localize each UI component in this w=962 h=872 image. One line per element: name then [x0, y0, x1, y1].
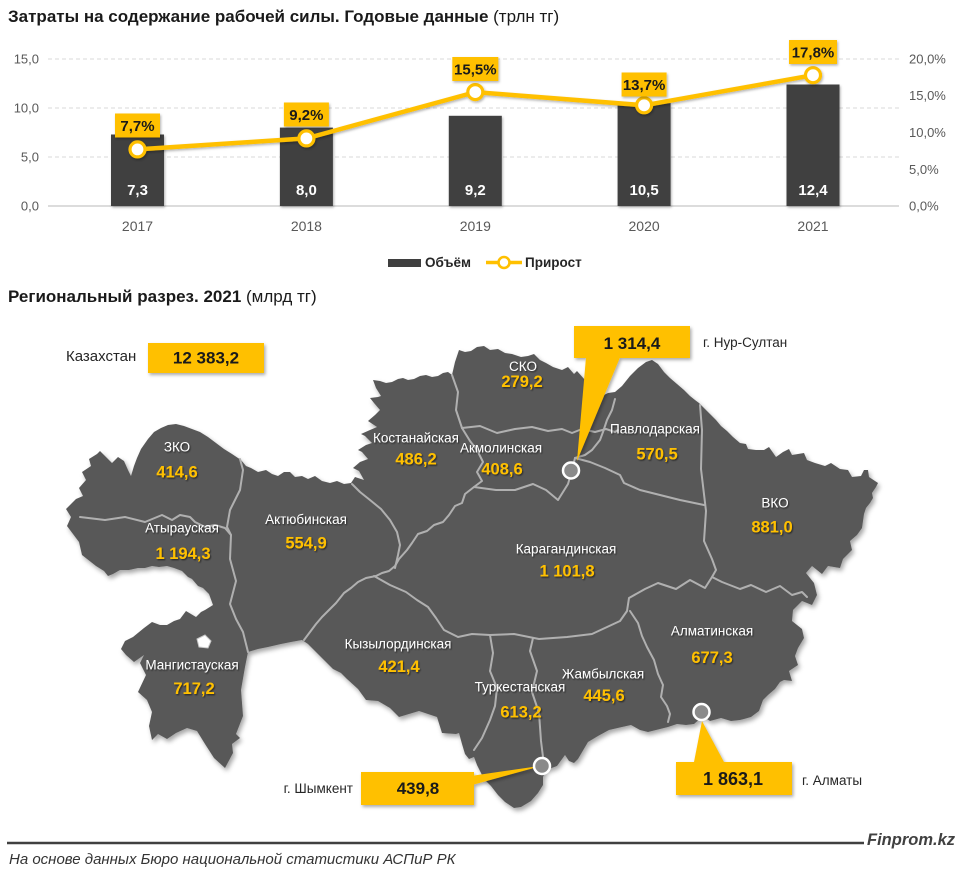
- svg-text:1 314,4: 1 314,4: [604, 334, 661, 353]
- svg-text:Объём: Объём: [425, 255, 471, 270]
- svg-text:10,0%: 10,0%: [909, 125, 946, 140]
- svg-text:г. Шымкент: г. Шымкент: [284, 781, 353, 796]
- svg-text:7,7%: 7,7%: [120, 118, 154, 135]
- svg-text:20,0%: 20,0%: [909, 52, 946, 67]
- svg-text:г. Алматы: г. Алматы: [802, 773, 862, 788]
- svg-text:1 101,8: 1 101,8: [539, 563, 594, 581]
- svg-text:8,0: 8,0: [296, 182, 317, 199]
- svg-text:Затраты на содержание рабочей: Затраты на содержание рабочей силы. Годо…: [8, 7, 559, 26]
- svg-text:445,6: 445,6: [583, 687, 624, 705]
- svg-text:15,5%: 15,5%: [454, 62, 497, 79]
- svg-text:9,2%: 9,2%: [289, 107, 323, 124]
- svg-text:0,0: 0,0: [21, 199, 39, 214]
- svg-text:10,5: 10,5: [629, 182, 658, 199]
- svg-text:2019: 2019: [460, 218, 491, 234]
- svg-text:Павлодарская: Павлодарская: [610, 422, 700, 437]
- svg-text:г. Нур-Султан: г. Нур-Султан: [703, 335, 787, 350]
- svg-text:Карагандинская: Карагандинская: [516, 542, 617, 557]
- svg-text:279,2: 279,2: [501, 373, 542, 391]
- svg-text:7,3: 7,3: [127, 182, 148, 199]
- svg-text:Finprom.kz: Finprom.kz: [867, 831, 956, 849]
- svg-text:12 383,2: 12 383,2: [173, 349, 239, 368]
- svg-text:408,6: 408,6: [481, 461, 522, 479]
- svg-text:554,9: 554,9: [285, 535, 326, 553]
- svg-text:1 194,3: 1 194,3: [155, 545, 210, 563]
- svg-text:439,8: 439,8: [397, 779, 440, 798]
- svg-text:Жамбылская: Жамбылская: [562, 667, 644, 682]
- svg-text:Костанайская: Костанайская: [373, 431, 459, 446]
- svg-text:5,0%: 5,0%: [909, 162, 939, 177]
- svg-text:Казахстан: Казахстан: [66, 348, 136, 365]
- svg-text:5,0: 5,0: [21, 150, 39, 165]
- svg-text:Алматинская: Алматинская: [671, 624, 753, 639]
- svg-text:414,6: 414,6: [156, 464, 197, 482]
- svg-text:2021: 2021: [797, 218, 828, 234]
- svg-text:Кызылординская: Кызылординская: [345, 637, 452, 652]
- svg-text:Туркестанская: Туркестанская: [475, 680, 566, 695]
- svg-text:Прирост: Прирост: [525, 255, 582, 270]
- svg-text:Мангистауская: Мангистауская: [145, 658, 238, 673]
- svg-text:677,3: 677,3: [691, 649, 732, 667]
- svg-text:2020: 2020: [629, 218, 660, 234]
- svg-text:15,0: 15,0: [14, 52, 39, 67]
- svg-text:12,4: 12,4: [798, 182, 828, 199]
- svg-text:17,8%: 17,8%: [792, 45, 835, 62]
- svg-text:2017: 2017: [122, 218, 153, 234]
- svg-text:613,2: 613,2: [500, 704, 541, 722]
- svg-text:Атырауская: Атырауская: [145, 521, 219, 536]
- svg-text:717,2: 717,2: [173, 680, 214, 698]
- svg-text:ЗКО: ЗКО: [164, 440, 190, 455]
- svg-text:1 863,1: 1 863,1: [703, 769, 763, 789]
- svg-text:13,7%: 13,7%: [623, 77, 666, 94]
- svg-text:Актюбинская: Актюбинская: [265, 512, 347, 527]
- svg-text:9,2: 9,2: [465, 182, 486, 199]
- svg-text:15,0%: 15,0%: [909, 88, 946, 103]
- svg-text:На основе данных Бюро национал: На основе данных Бюро национальной стати…: [9, 851, 457, 868]
- svg-text:486,2: 486,2: [395, 451, 436, 469]
- svg-text:Акмолинская: Акмолинская: [460, 441, 542, 456]
- svg-text:2018: 2018: [291, 218, 322, 234]
- svg-text:СКО: СКО: [509, 359, 537, 374]
- svg-text:881,0: 881,0: [751, 519, 792, 537]
- svg-text:10,0: 10,0: [14, 101, 39, 116]
- svg-text:570,5: 570,5: [636, 446, 677, 464]
- svg-text:Региональный разрез. 2021 (млр: Региональный разрез. 2021 (млрд тг): [8, 287, 317, 306]
- svg-text:0,0%: 0,0%: [909, 199, 939, 214]
- svg-text:ВКО: ВКО: [761, 496, 788, 511]
- svg-text:421,4: 421,4: [378, 658, 420, 676]
